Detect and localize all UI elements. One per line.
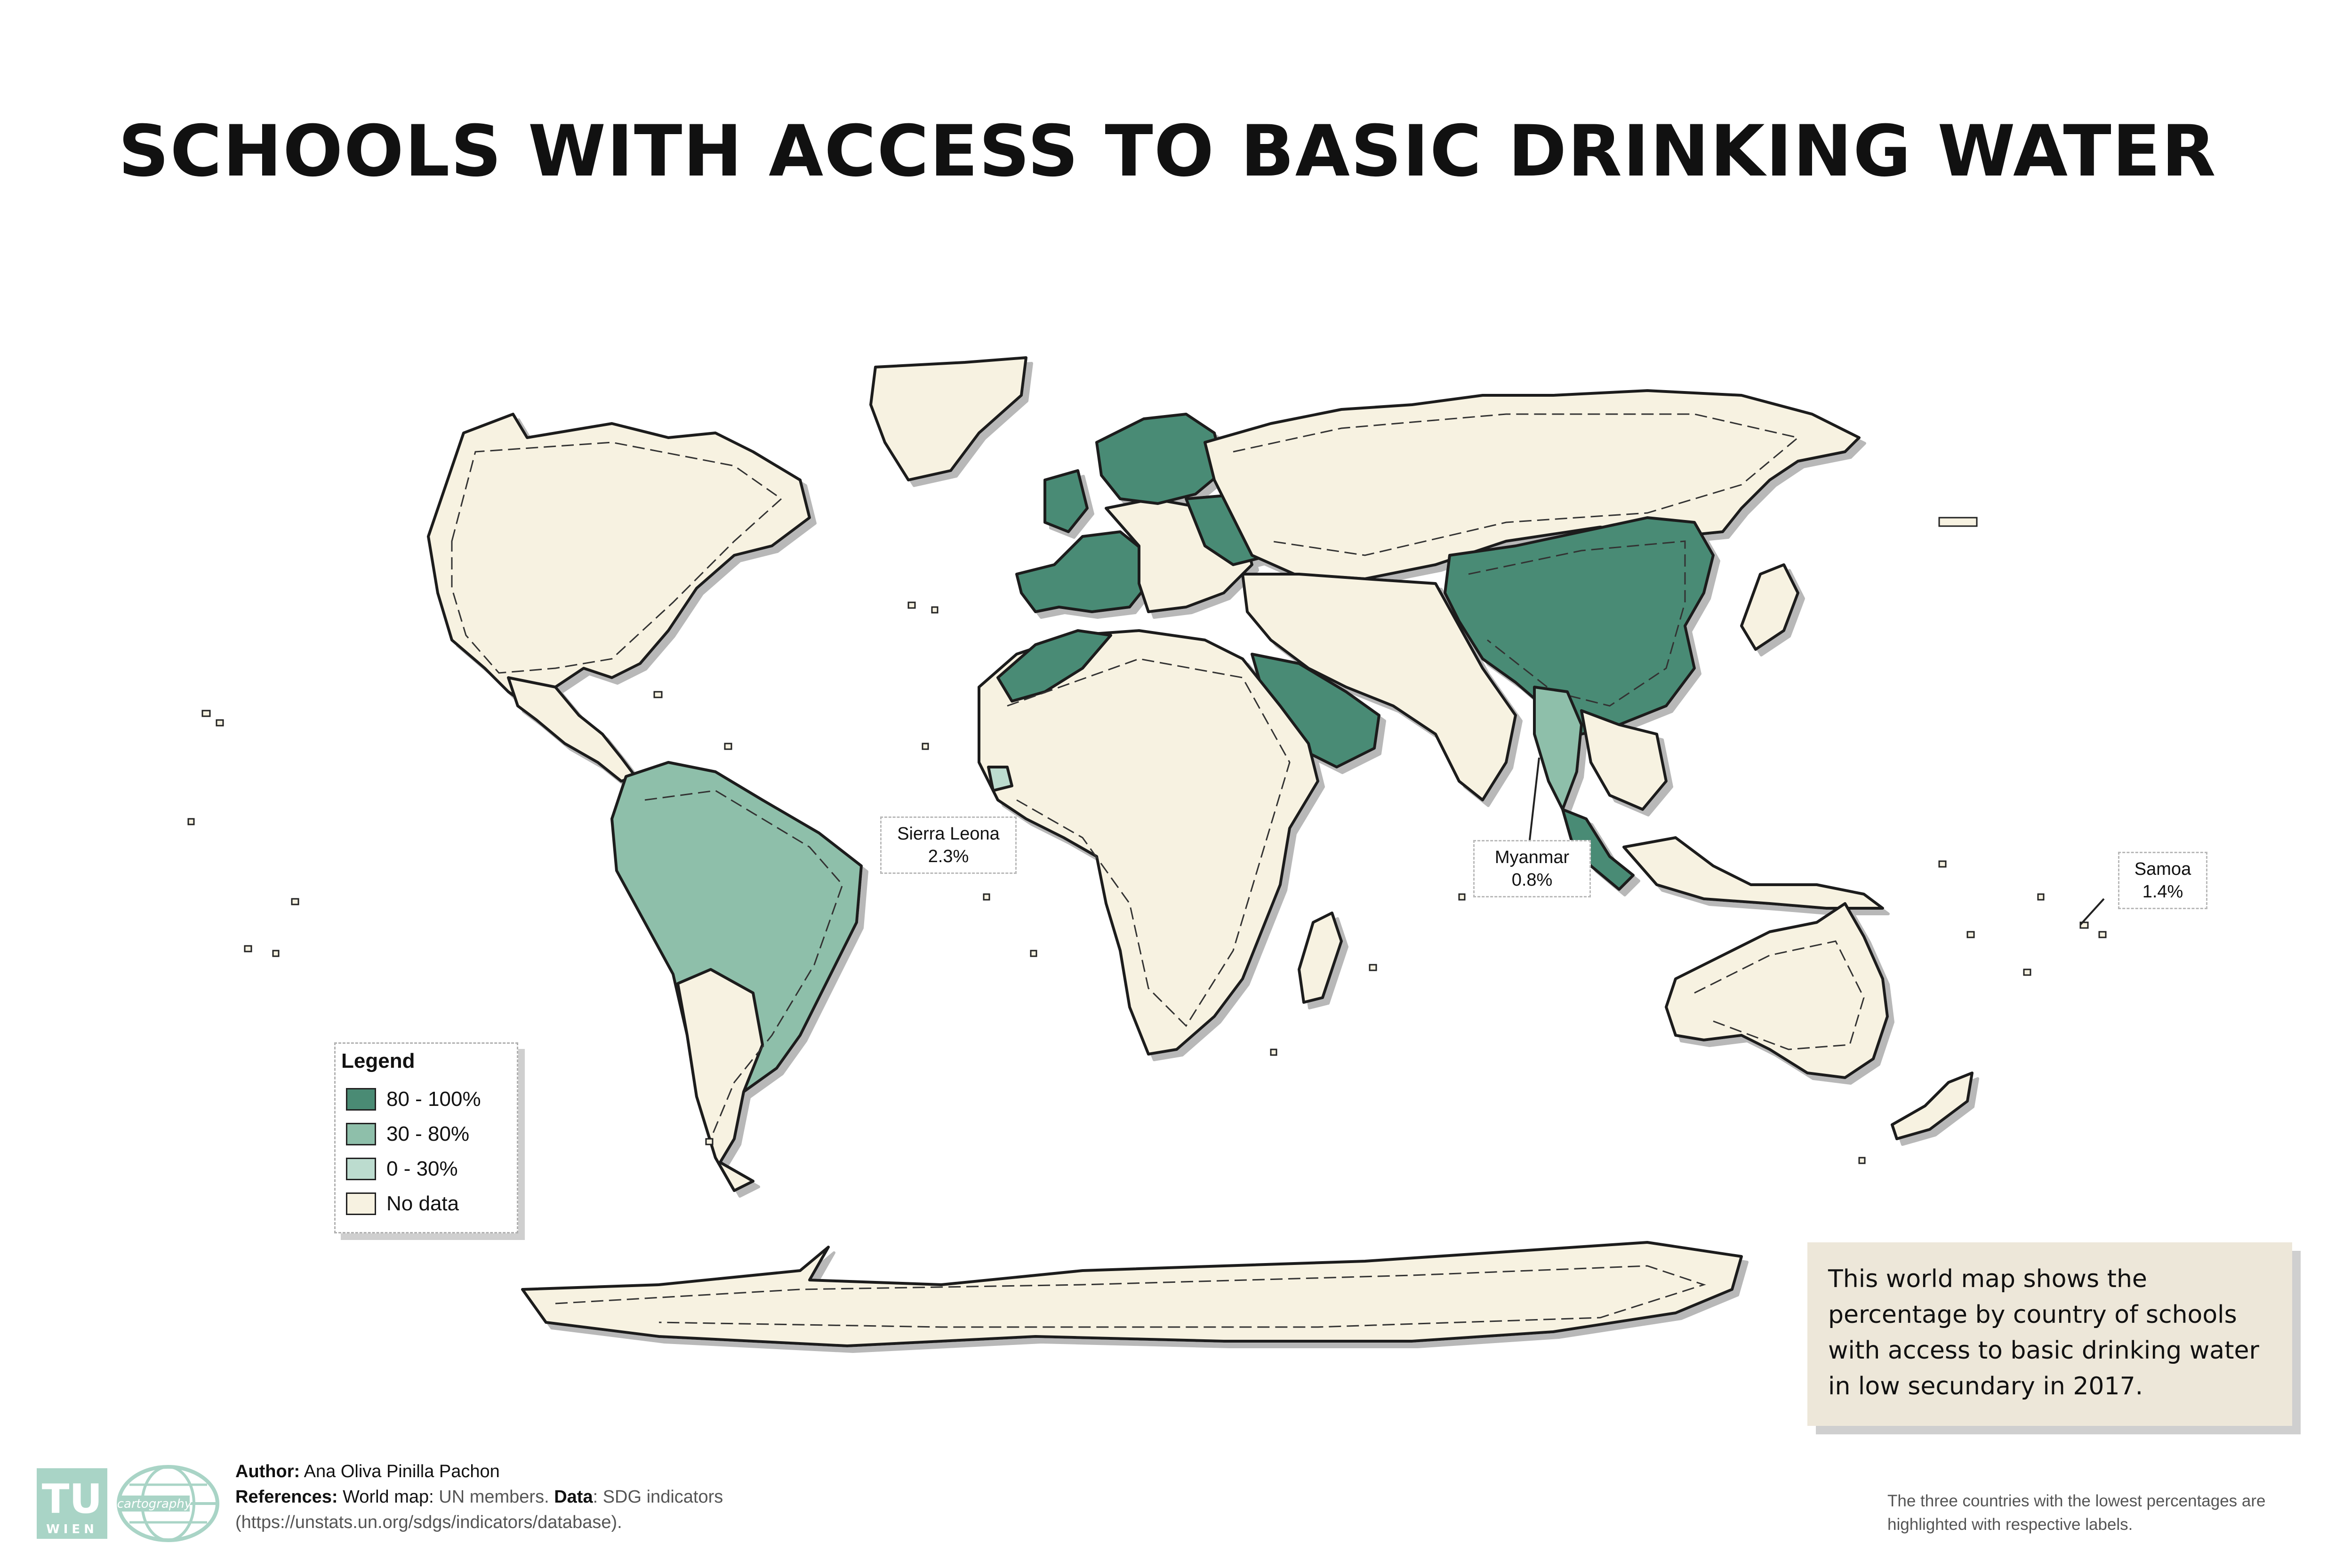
central-america (507, 676, 637, 783)
info-text: This world map shows the percentage by c… (1828, 1265, 2259, 1400)
callout-country: Sierra Leona (897, 824, 1000, 844)
callout-value: 0.8% (1511, 870, 1553, 890)
cartography-logo: cartography (117, 1465, 219, 1542)
myanmar-leader-line (1529, 757, 1540, 840)
legend-item-high: 80 - 100% (346, 1086, 481, 1112)
middle-east-central-asia (1241, 573, 1517, 801)
wien-logo-text: WIEN (46, 1522, 98, 1536)
author-line: Author: Ana Oliva Pinilla Pachon (235, 1459, 723, 1484)
legend-label: 80 - 100% (386, 1088, 481, 1111)
new-zealand (1891, 1072, 1974, 1140)
myanmar (1533, 686, 1583, 811)
legend: Legend 80 - 100% 30 - 80% 0 - 30% No dat… (334, 1042, 518, 1233)
legend-swatch (346, 1192, 376, 1215)
north-africa-west (996, 629, 1112, 703)
callout-value: 1.4% (2142, 882, 2183, 902)
argentina-south (676, 968, 764, 1192)
references-line: References: World map: UN members. Data:… (235, 1484, 723, 1510)
legend-item-low: 0 - 30% (346, 1156, 458, 1182)
references-label: References: (235, 1487, 338, 1507)
antarctica (521, 1241, 1743, 1347)
author-label: Author: (235, 1462, 300, 1481)
north-america (427, 413, 811, 717)
legend-label: No data (386, 1192, 459, 1215)
legend-item-mid: 30 - 80% (346, 1121, 469, 1147)
legend-title: Legend (341, 1049, 415, 1072)
australia (1665, 902, 1889, 1079)
callout-value: 2.3% (928, 847, 969, 866)
indochina (1580, 709, 1668, 811)
sierra-leone (987, 766, 1013, 792)
greenland (869, 356, 1027, 481)
japan (1740, 563, 1799, 651)
map-title: SCHOOLS WITH ACCESS TO BASIC DRINKING WA… (118, 111, 2217, 192)
callout-country: Myanmar (1494, 848, 1570, 867)
world-map-value: UN members. (439, 1487, 549, 1507)
legend-swatch (346, 1123, 376, 1145)
references-url: (https://unstats.un.org/sdgs/indicators/… (235, 1512, 622, 1532)
info-box: This world map shows the percentage by c… (1807, 1242, 2292, 1426)
islands (187, 517, 2107, 1164)
carto-logo-text: cartography (117, 1497, 192, 1511)
callout-country: Samoa (2134, 859, 2191, 879)
legend-label: 0 - 30% (386, 1157, 458, 1180)
legend-item-no-data: No data (346, 1191, 459, 1217)
data-label: Data (554, 1487, 593, 1507)
tu-logo-text: TU (42, 1476, 103, 1523)
scandinavia (1095, 413, 1225, 505)
indonesia (1622, 836, 1884, 910)
europe-west (1015, 530, 1150, 613)
callout-sierra-leona: Sierra Leona 2.3% (880, 816, 1017, 874)
madagascar (1298, 912, 1343, 1004)
legend-swatch (346, 1088, 376, 1111)
world-map-label: World map: (343, 1487, 434, 1507)
british-isles (1043, 469, 1089, 533)
samoa-leader-line (2079, 898, 2105, 926)
footnote: The three countries with the lowest perc… (1887, 1492, 2266, 1534)
tu-wien-logo: TU WIEN (37, 1468, 107, 1539)
credits: Author: Ana Oliva Pinilla Pachon Referen… (235, 1459, 723, 1535)
data-value: : SDG indicators (593, 1487, 723, 1507)
legend-swatch (346, 1158, 376, 1180)
africa (978, 629, 1319, 1056)
callout-samoa: Samoa 1.4% (2118, 852, 2207, 909)
callout-myanmar: Myanmar 0.8% (1473, 840, 1591, 897)
author-name: Ana Oliva Pinilla Pachon (304, 1462, 500, 1481)
china (1444, 516, 1715, 736)
legend-label: 30 - 80% (386, 1122, 470, 1145)
